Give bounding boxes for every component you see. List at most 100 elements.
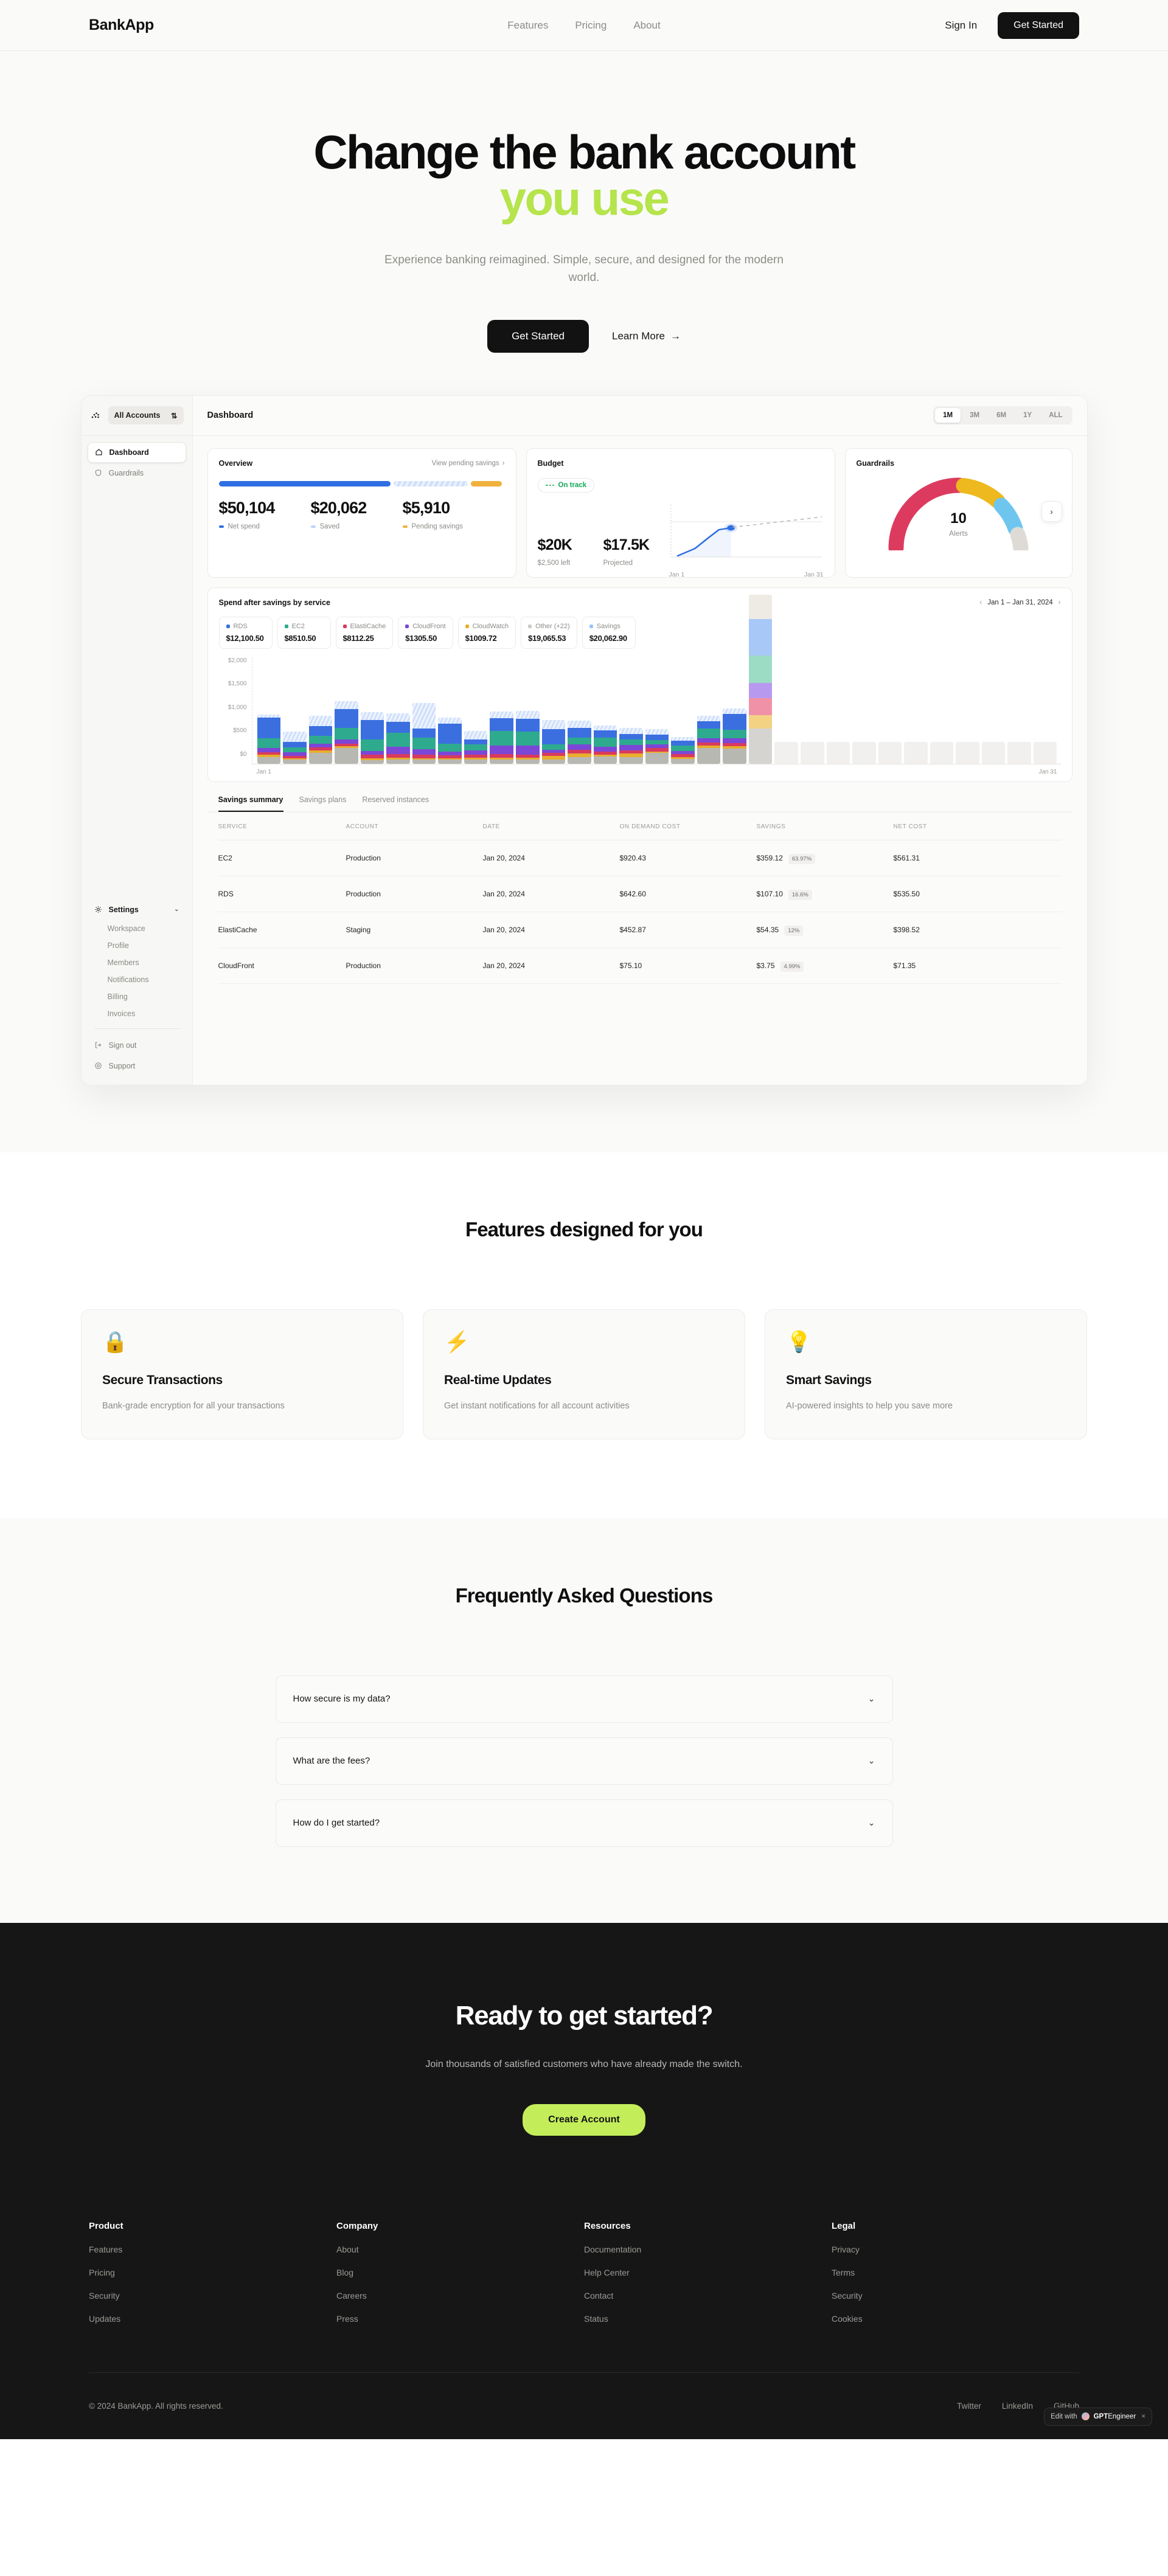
range-1y[interactable]: 1Y bbox=[1023, 412, 1032, 420]
stat-label: Net spend bbox=[218, 523, 311, 530]
footer-link[interactable]: Documentation bbox=[584, 2244, 642, 2254]
prev-period-button[interactable]: ‹ bbox=[979, 598, 982, 606]
spend-section: Spend after savings by service ‹ Jan 1 –… bbox=[207, 587, 1072, 782]
feature-card-smart-savings[interactable]: 💡 Smart Savings AI-powered insights to h… bbox=[765, 1309, 1087, 1439]
legend-dot-icon bbox=[284, 624, 288, 628]
sidebar-subitem-notifications[interactable]: Notifications bbox=[107, 975, 149, 984]
create-account-button[interactable]: Create Account bbox=[523, 2103, 645, 2136]
legend-value: $1009.72 bbox=[465, 633, 497, 643]
footer-heading: Resources bbox=[584, 2220, 631, 2231]
bar-segment bbox=[515, 718, 540, 732]
bar-segment bbox=[723, 746, 746, 749]
bar-segment bbox=[360, 760, 384, 764]
legend-item[interactable]: Savings $20,062.90 bbox=[582, 616, 636, 649]
footer-link[interactable]: Status bbox=[584, 2313, 608, 2324]
tab-reserved-instances[interactable]: Reserved instances bbox=[362, 795, 429, 804]
range-6m[interactable]: 6M bbox=[996, 412, 1007, 420]
col-date: DATE bbox=[482, 812, 620, 840]
savings-percent-badge: 4.99% bbox=[780, 961, 804, 972]
legend-item[interactable]: EC2 $8510.50 bbox=[277, 616, 331, 649]
bar-segment bbox=[490, 718, 513, 731]
spend-title: Spend after savings by service bbox=[218, 598, 330, 607]
sidebar-subitem-workspace[interactable]: Workspace bbox=[107, 924, 145, 933]
close-icon[interactable]: × bbox=[1141, 2412, 1145, 2420]
shield-icon bbox=[95, 469, 101, 477]
sidebar-item-settings[interactable]: Settings ⌄ bbox=[88, 899, 186, 920]
footer-link[interactable]: Updates bbox=[89, 2313, 121, 2324]
footer-link[interactable]: Careers bbox=[336, 2290, 367, 2301]
nav-link-features[interactable]: Features bbox=[507, 19, 549, 31]
hero-section: Change the bank account you use Experien… bbox=[0, 51, 1168, 395]
col-net-cost: NET COST bbox=[893, 812, 1062, 840]
range-3m[interactable]: 3M bbox=[970, 412, 980, 420]
footer-link[interactable]: Security bbox=[832, 2290, 863, 2301]
feature-card-real-time-updates[interactable]: ⚡ Real-time Updates Get instant notifica… bbox=[423, 1309, 745, 1439]
sidebar-item-sign-out[interactable]: Sign out bbox=[88, 1035, 186, 1056]
chart-bar-projected bbox=[981, 741, 1006, 764]
view-pending-savings-link[interactable]: View pending savings › bbox=[432, 460, 505, 467]
legend-item[interactable]: CloudWatch $1009.72 bbox=[457, 616, 516, 649]
footer-link[interactable]: Blog bbox=[336, 2267, 354, 2277]
footer-link[interactable]: Contact bbox=[584, 2290, 614, 2301]
sidebar-subitem-members[interactable]: Members bbox=[107, 958, 139, 967]
faq-item-1[interactable]: What are the fees? ⌄ bbox=[275, 1737, 893, 1785]
chart-bar bbox=[515, 711, 540, 764]
footer-link[interactable]: Features bbox=[89, 2244, 123, 2254]
table-row[interactable]: RDS Production Jan 20, 2024 $642.60 $107.10 1… bbox=[218, 876, 1062, 912]
nav-link-pricing[interactable]: Pricing bbox=[575, 19, 607, 31]
legend-item[interactable]: ElastiCache $8112.25 bbox=[335, 616, 394, 649]
budget-stats-row: $20K $2,500 left $17.5K Projected bbox=[538, 504, 824, 578]
table-row[interactable]: EC2 Production Jan 20, 2024 $920.43 $359.12 6… bbox=[218, 840, 1062, 876]
bar-segment bbox=[257, 752, 281, 755]
footer-link[interactable]: Cookies bbox=[832, 2313, 863, 2324]
sidebar-item-support[interactable]: Support bbox=[88, 1056, 186, 1076]
sidebar-subitem-profile[interactable]: Profile bbox=[107, 941, 129, 950]
table-row[interactable]: CloudFront Production Jan 20, 2024 $75.10 $3… bbox=[218, 947, 1062, 984]
footer-link[interactable]: About bbox=[336, 2244, 359, 2254]
brand-logo[interactable]: BankApp bbox=[89, 16, 154, 33]
guardrails-next-button[interactable]: › bbox=[1041, 500, 1062, 522]
edit-with-gptengineer-badge[interactable]: Edit with GPTEngineer × bbox=[1044, 2407, 1152, 2426]
bar-segment bbox=[723, 729, 746, 738]
sign-in-link[interactable]: Sign In bbox=[945, 19, 978, 31]
sidebar-subitem-invoices[interactable]: Invoices bbox=[107, 1009, 136, 1018]
get-started-button[interactable]: Get Started bbox=[998, 12, 1079, 39]
hero-get-started-button[interactable]: Get Started bbox=[487, 319, 589, 353]
dashboard-main: Dashboard 1M 3M 6M 1Y ALL Overview View … bbox=[192, 395, 1087, 1085]
overview-stats: $50,104 Net spend $20,062 Saved bbox=[218, 499, 505, 530]
next-period-button[interactable]: › bbox=[1058, 598, 1061, 606]
footer-link[interactable]: Security bbox=[89, 2290, 120, 2301]
tab-savings-summary[interactable]: Savings summary bbox=[218, 795, 283, 812]
footer-link[interactable]: Help Center bbox=[584, 2267, 630, 2277]
footer-link[interactable]: Pricing bbox=[89, 2267, 115, 2277]
col-account: ACCOUNT bbox=[346, 812, 483, 840]
social-link-twitter[interactable]: Twitter bbox=[957, 2401, 981, 2411]
legend-item[interactable]: Other (+22) $19,065.53 bbox=[521, 616, 577, 649]
faq-item-0[interactable]: How secure is my data? ⌄ bbox=[275, 1675, 893, 1723]
hero-learn-more-link[interactable]: Learn More → bbox=[612, 330, 681, 342]
social-link-linkedin[interactable]: LinkedIn bbox=[1001, 2401, 1033, 2411]
bar-segment-savings bbox=[438, 717, 462, 724]
table-row[interactable]: ElastiCache Staging Jan 20, 2024 $452.87 $54… bbox=[218, 912, 1062, 948]
sidebar-subitem-billing[interactable]: Billing bbox=[107, 992, 128, 1001]
sidebar-item-label: Guardrails bbox=[108, 468, 144, 477]
legend-item[interactable]: CloudFront $1305.50 bbox=[398, 616, 453, 649]
footer-link[interactable]: Terms bbox=[832, 2267, 855, 2277]
sidebar-item-dashboard[interactable]: Dashboard bbox=[87, 441, 186, 463]
account-selector[interactable]: All Accounts ⇅ bbox=[108, 406, 184, 425]
range-1m[interactable]: 1M bbox=[935, 408, 961, 423]
range-all[interactable]: ALL bbox=[1049, 412, 1063, 420]
bar-segment bbox=[568, 757, 591, 764]
bar-segment bbox=[697, 738, 721, 743]
faq-item-2[interactable]: How do I get started? ⌄ bbox=[275, 1799, 893, 1847]
alerts-label: Alerts bbox=[949, 528, 968, 538]
savings-table-wrap: SERVICE ACCOUNT DATE ON DEMAND COST SAVI… bbox=[207, 812, 1072, 984]
legend-item[interactable]: RDS $12,100.50 bbox=[218, 616, 273, 649]
sidebar-item-guardrails[interactable]: Guardrails bbox=[88, 463, 186, 483]
feature-card-secure-transactions[interactable]: 🔒 Secure Transactions Bank-grade encrypt… bbox=[81, 1309, 403, 1439]
footer-link[interactable]: Privacy bbox=[832, 2244, 860, 2254]
tab-savings-plans[interactable]: Savings plans bbox=[299, 795, 347, 804]
x-tick: Jan 31 bbox=[1038, 768, 1057, 775]
footer-link[interactable]: Press bbox=[336, 2313, 358, 2324]
nav-link-about[interactable]: About bbox=[633, 19, 661, 31]
